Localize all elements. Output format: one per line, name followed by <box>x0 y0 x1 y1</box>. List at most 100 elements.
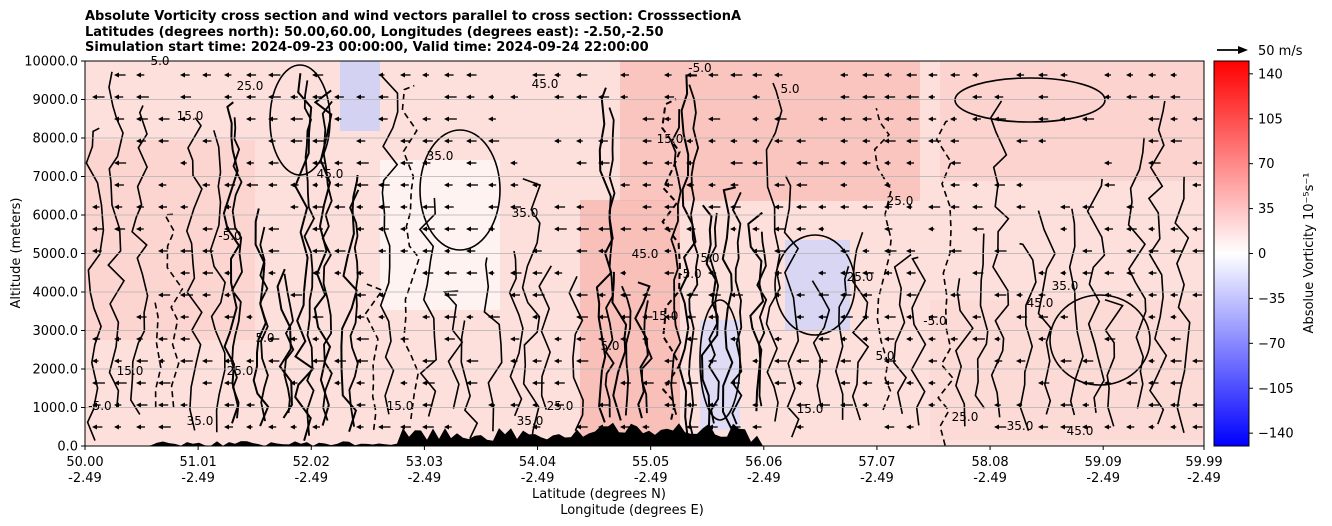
wind-vector <box>488 270 495 276</box>
wind-vector <box>246 94 256 100</box>
wind-vector <box>796 358 809 364</box>
wind-vector <box>576 226 589 232</box>
wind-vector <box>378 292 385 298</box>
wind-vector <box>1082 358 1094 364</box>
contour-line <box>521 178 542 443</box>
wind-vector <box>532 424 541 430</box>
wind-vector <box>422 424 434 430</box>
wind-vector <box>906 72 917 78</box>
wind-vector <box>994 94 1004 100</box>
wind-vector <box>708 116 721 122</box>
y-tick-label: 5000.0 <box>33 247 79 262</box>
wind-vector <box>444 270 457 276</box>
contour-label: 15.0 <box>657 132 684 146</box>
wind-vector <box>1038 270 1045 276</box>
wind-vector <box>1126 72 1133 78</box>
wind-vector <box>180 116 187 122</box>
wind-vector <box>708 138 716 144</box>
wind-vector <box>1016 204 1026 210</box>
wind-vector <box>510 160 518 166</box>
wind-vector <box>532 248 542 254</box>
wind-vector <box>334 248 346 254</box>
wind-vector <box>818 160 829 166</box>
wind-vector <box>422 138 433 144</box>
wind-vector <box>840 402 853 408</box>
wind-vector <box>422 204 435 210</box>
wind-vector <box>840 248 850 254</box>
wind-vector <box>972 182 979 188</box>
wind-vector <box>1016 402 1023 408</box>
x-tick-label-lat: 52.02 <box>293 455 330 470</box>
wind-vector <box>1016 314 1028 320</box>
wind-vector <box>1192 424 1203 430</box>
wind-vector <box>268 94 281 100</box>
wind-vector <box>554 72 561 78</box>
wind-vector <box>818 314 829 320</box>
wind-vector <box>290 204 299 210</box>
wind-vector <box>1104 94 1111 100</box>
colorbar-tick-label: 140 <box>1258 67 1283 82</box>
wind-vector <box>488 94 495 100</box>
contour-label: 15.0 <box>117 364 144 378</box>
wind-vector <box>158 336 168 342</box>
wind-vector <box>884 380 894 386</box>
wind-vector <box>334 270 341 276</box>
wind-vector <box>1170 72 1177 78</box>
wind-vector <box>796 204 807 210</box>
contour-label: 25.0 <box>237 79 264 93</box>
contour-line <box>688 84 700 438</box>
x-tick-label-lon: -2.49 <box>860 471 894 486</box>
contour-label: -5.0 <box>923 314 946 328</box>
y-tick-label: 9000.0 <box>33 93 79 108</box>
contour-label: 5.0 <box>150 54 169 68</box>
wind-vector <box>1192 226 1202 232</box>
wind-vector <box>114 160 127 166</box>
wind-vector <box>268 226 280 232</box>
wind-vector <box>1038 314 1049 320</box>
wind-vector <box>268 358 280 364</box>
wind-vector <box>620 72 629 78</box>
wind-vector <box>554 94 564 100</box>
wind-vector <box>136 424 145 430</box>
wind-vector <box>334 94 344 100</box>
wind-vector <box>928 116 937 122</box>
x-tick-label-lon: -2.49 <box>1086 471 1120 486</box>
wind-vector <box>862 380 873 386</box>
y-tick-label: 10000.0 <box>24 55 78 70</box>
wind-vector <box>1060 358 1072 364</box>
wind-vector <box>576 72 588 78</box>
wind-vector <box>796 292 805 298</box>
contour-line <box>851 232 870 421</box>
wind-vector <box>400 424 412 430</box>
wind-vector <box>268 424 277 430</box>
wind-vector <box>378 94 389 100</box>
wind-vector <box>158 380 171 386</box>
x-tick-label-lat: 59.99 <box>1185 455 1222 470</box>
wind-vector <box>730 182 739 188</box>
wind-vector <box>224 182 236 188</box>
wind-vector <box>796 402 807 408</box>
wind-vector <box>994 402 1001 408</box>
contour-line <box>508 250 524 417</box>
wind-vector <box>862 248 870 254</box>
colorbar-tick-label: −105 <box>1258 382 1294 397</box>
wind-vector <box>950 116 957 122</box>
contour-loop <box>774 234 856 336</box>
wind-vector <box>862 402 869 408</box>
wind-vector <box>422 402 433 408</box>
wind-vector <box>840 182 848 188</box>
wind-vector <box>576 314 588 320</box>
wind-vector <box>1104 336 1116 342</box>
gridlines <box>85 99 1204 408</box>
wind-vector <box>928 138 941 144</box>
wind-vector <box>840 336 847 342</box>
wind-vector <box>444 226 456 232</box>
wind-vector <box>290 94 298 100</box>
wind-vector <box>950 248 962 254</box>
wind-vector <box>862 204 874 210</box>
wind-vector <box>1192 116 1203 122</box>
wind-vector <box>774 182 785 188</box>
wind-vector <box>664 94 675 100</box>
wind-vector <box>1148 160 1161 166</box>
wind-vector <box>752 402 759 408</box>
